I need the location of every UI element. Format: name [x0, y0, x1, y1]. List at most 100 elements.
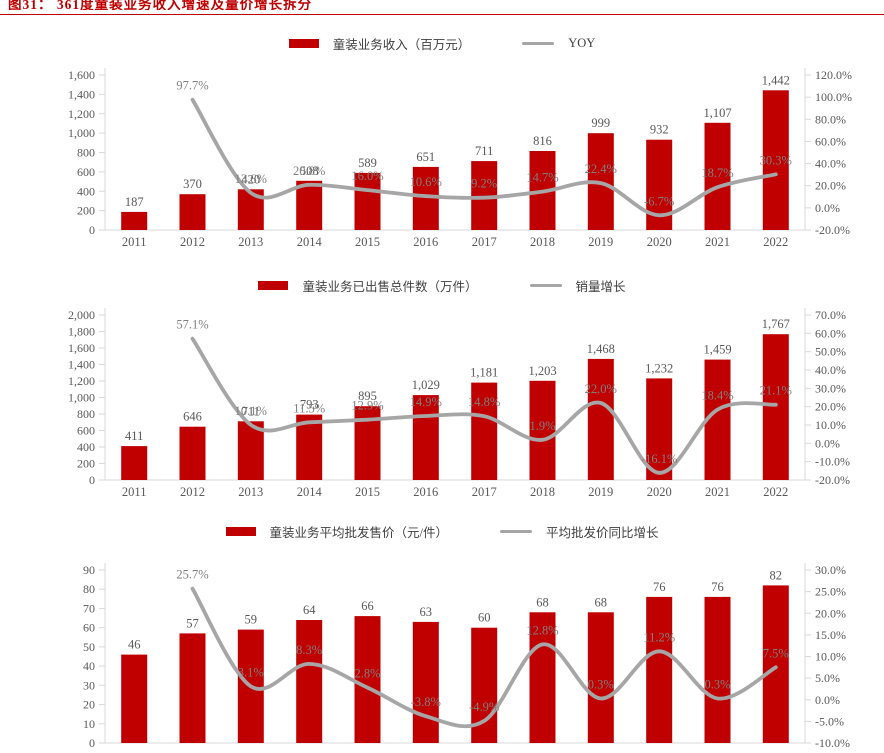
- svg-text:1,600: 1,600: [68, 68, 95, 82]
- svg-text:370: 370: [183, 177, 202, 191]
- bar-value-labels: 187 370 420 508 589 651 711 816 999 932 1,107 1,442: [125, 73, 790, 209]
- svg-text:64: 64: [303, 603, 316, 617]
- svg-text:646: 646: [183, 410, 202, 424]
- bar: [296, 620, 323, 743]
- svg-text:97.7%: 97.7%: [176, 79, 208, 93]
- svg-text:30.0%: 30.0%: [815, 381, 846, 395]
- bar: [762, 585, 789, 743]
- bar: [412, 395, 439, 480]
- bar: [296, 180, 323, 230]
- svg-text:-16.1%: -16.1%: [641, 452, 677, 466]
- svg-text:1,400: 1,400: [68, 87, 95, 101]
- svg-text:82: 82: [770, 568, 783, 582]
- figure-caption-wrap: 图31： 361度童装业务收入增速及量价增长拆分: [0, 0, 884, 10]
- bar: [179, 194, 206, 230]
- svg-text:22.0%: 22.0%: [585, 382, 617, 396]
- svg-text:2013: 2013: [238, 485, 263, 499]
- svg-text:2,000: 2,000: [68, 308, 95, 322]
- svg-text:2019: 2019: [588, 485, 613, 499]
- bar-legend-swatch-icon: [258, 281, 289, 290]
- right-axis-labels: -10.0% -5.0% 0.0% 5.0% 10.0% 15.0% 20.0% 25.0% 3…: [815, 563, 850, 750]
- svg-text:76: 76: [711, 580, 724, 594]
- svg-text:1,029: 1,029: [412, 378, 440, 392]
- svg-text:1,442: 1,442: [762, 73, 790, 87]
- bar: [121, 446, 148, 480]
- svg-text:12.9%: 12.9%: [351, 399, 383, 413]
- svg-text:793: 793: [300, 398, 319, 412]
- svg-text:651: 651: [416, 150, 435, 164]
- svg-text:40.0%: 40.0%: [815, 363, 846, 377]
- svg-text:2017: 2017: [472, 235, 497, 249]
- svg-text:0.0%: 0.0%: [815, 436, 840, 450]
- svg-text:1,000: 1,000: [68, 126, 95, 140]
- svg-text:2016: 2016: [413, 485, 438, 499]
- svg-text:22.4%: 22.4%: [585, 162, 617, 176]
- svg-text:8.3%: 8.3%: [296, 643, 322, 657]
- legend-line-label: 销量增长: [575, 280, 626, 294]
- revenue-growth-chart: 0 200 400 600 800 1,000 1,200 1,400 1,600 -20.0% 0…: [68, 68, 852, 249]
- svg-text:711: 711: [242, 404, 260, 418]
- svg-text:2011: 2011: [122, 485, 147, 499]
- svg-text:20.8%: 20.8%: [293, 164, 325, 178]
- bar: [704, 596, 731, 743]
- svg-text:60.0%: 60.0%: [815, 134, 846, 148]
- svg-text:0.3%: 0.3%: [704, 678, 730, 692]
- bar: [412, 621, 439, 743]
- growth-line: [190, 586, 778, 729]
- line-legend-swatch-icon: [529, 283, 562, 288]
- svg-text:711: 711: [475, 144, 493, 158]
- svg-text:3.1%: 3.1%: [238, 665, 264, 679]
- svg-text:14.7%: 14.7%: [526, 171, 558, 185]
- svg-text:1,107: 1,107: [703, 106, 731, 120]
- x-axis-labels: 2011 2012 2013 2014 2015 2016 2017 2018 2019 2020…: [122, 485, 788, 499]
- axis-frame: [99, 308, 811, 481]
- svg-text:20: 20: [83, 698, 95, 712]
- svg-text:411: 411: [125, 429, 143, 443]
- svg-text:600: 600: [77, 165, 95, 179]
- svg-text:80.0%: 80.0%: [815, 112, 846, 126]
- line-legend-swatch-icon: [522, 41, 555, 46]
- svg-text:60.0%: 60.0%: [815, 326, 846, 340]
- svg-text:2016: 2016: [413, 235, 438, 249]
- svg-text:1,800: 1,800: [68, 325, 95, 339]
- svg-text:1,203: 1,203: [528, 364, 556, 378]
- svg-text:100.0%: 100.0%: [815, 90, 852, 104]
- svg-text:11.5%: 11.5%: [293, 401, 325, 415]
- svg-text:1,232: 1,232: [645, 361, 673, 375]
- svg-text:10.0%: 10.0%: [815, 418, 846, 432]
- line-value-labels: 97.7% 13.6% 20.8% 16.0% 10.6% 9.2% 14.7% 22.4% -…: [176, 79, 792, 209]
- svg-text:1,181: 1,181: [470, 366, 498, 380]
- svg-text:46: 46: [128, 638, 141, 652]
- bar: [762, 90, 789, 230]
- svg-text:0.0%: 0.0%: [815, 693, 840, 707]
- svg-text:2015: 2015: [355, 235, 380, 249]
- svg-text:-20.0%: -20.0%: [815, 223, 850, 237]
- svg-text:-20.0%: -20.0%: [815, 473, 850, 487]
- svg-text:63: 63: [420, 605, 433, 619]
- svg-text:816: 816: [533, 134, 552, 148]
- svg-text:895: 895: [358, 389, 377, 403]
- svg-text:600: 600: [77, 424, 95, 438]
- units-sold-chart: 0 200 400 600 800 1,000 1,200 1,400 1,600 1,800 2,…: [68, 308, 850, 499]
- svg-text:30.0%: 30.0%: [815, 563, 846, 577]
- svg-text:932: 932: [650, 123, 669, 137]
- axis-frame: [99, 563, 811, 744]
- svg-text:-10.0%: -10.0%: [815, 736, 850, 750]
- svg-text:50: 50: [83, 640, 95, 654]
- svg-text:20.0%: 20.0%: [815, 606, 846, 620]
- svg-text:10.1%: 10.1%: [235, 404, 267, 418]
- svg-text:10: 10: [83, 717, 95, 731]
- bar: [704, 122, 731, 230]
- svg-text:14.9%: 14.9%: [410, 395, 442, 409]
- svg-text:7.5%: 7.5%: [763, 646, 789, 660]
- svg-text:2021: 2021: [705, 235, 730, 249]
- svg-text:-10.0%: -10.0%: [815, 455, 850, 469]
- svg-text:420: 420: [241, 172, 260, 186]
- svg-text:-5.0%: -5.0%: [815, 714, 844, 728]
- svg-text:800: 800: [77, 146, 95, 160]
- bar: [471, 382, 498, 480]
- svg-text:60: 60: [478, 611, 491, 625]
- figure-caption: 图31： 361度童装业务收入增速及量价增长拆分: [8, 0, 313, 10]
- svg-text:57.1%: 57.1%: [176, 318, 208, 332]
